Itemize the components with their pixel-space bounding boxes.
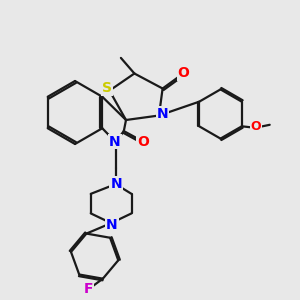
Text: O: O bbox=[178, 66, 190, 80]
Text: N: N bbox=[106, 218, 118, 232]
Text: N: N bbox=[109, 134, 121, 148]
Text: O: O bbox=[137, 135, 149, 148]
Text: O: O bbox=[250, 120, 261, 133]
Text: N: N bbox=[110, 176, 122, 190]
Text: S: S bbox=[102, 81, 112, 94]
Text: F: F bbox=[84, 282, 93, 296]
Text: N: N bbox=[157, 107, 168, 121]
